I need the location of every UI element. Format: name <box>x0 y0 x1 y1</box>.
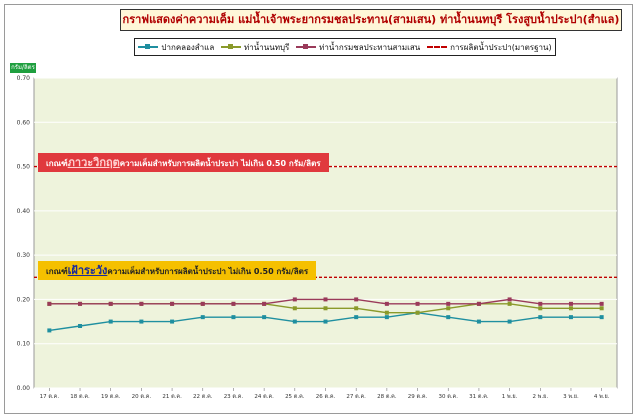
y-tick-label: 0.50 <box>17 164 31 171</box>
warning-banner-text: ความเค็มสำหรับการผลิตน้ำประปา ไม่เกิน 0.… <box>107 267 309 276</box>
data-point <box>262 315 267 320</box>
legend-swatch-samsen <box>296 44 317 49</box>
data-point <box>538 315 543 320</box>
data-point <box>476 301 481 306</box>
data-point <box>507 301 512 306</box>
data-point <box>108 319 113 324</box>
data-point <box>292 306 297 311</box>
x-tick-label: 31 ต.ค. <box>469 394 489 400</box>
data-point <box>262 301 267 306</box>
legend-swatch-samlae <box>138 44 159 49</box>
data-point <box>446 315 451 320</box>
legend-item-standard: การผลิตน้ำประปา(มาตรฐาน) <box>427 41 552 54</box>
data-point <box>323 297 328 302</box>
data-point <box>599 306 604 311</box>
data-point <box>507 319 512 324</box>
chart-title: กราฟแสดงค่าความเค็ม แม่น้ำเจ้าพระยากรมชล… <box>120 9 622 31</box>
data-point <box>292 297 297 302</box>
x-tick-label: 22 ต.ค. <box>193 394 213 400</box>
data-point <box>78 324 83 328</box>
warning-threshold-banner: เกณฑ์เฝ้าระวังความเค็มสำหรับการผลิตน้ำปร… <box>38 261 317 280</box>
legend-swatch-standard <box>427 46 448 48</box>
warning-banner-emphasis: เฝ้าระวัง <box>67 264 108 277</box>
x-tick-label: 28 ต.ค. <box>377 394 397 400</box>
data-point <box>384 310 389 315</box>
data-point <box>354 315 359 320</box>
y-tick-label: 0.60 <box>17 119 31 126</box>
x-tick-label: 18 ต.ค. <box>70 394 90 400</box>
data-point <box>568 306 573 311</box>
critical-banner-prefix: เกณฑ์ <box>46 159 68 168</box>
x-tick-label: 19 ต.ค. <box>101 394 121 400</box>
data-point <box>446 306 451 311</box>
data-point <box>47 328 52 333</box>
chart-legend: ปากคลองสำแล ท่าน้ำนนทบุรี ท่าน้ำกรมชลประ… <box>134 38 556 56</box>
y-tick-label: 0.70 <box>17 75 31 82</box>
legend-item-samsen: ท่าน้ำกรมชลประทานสามเสน <box>296 41 420 54</box>
data-point <box>384 315 389 320</box>
data-point <box>599 301 604 306</box>
data-point <box>568 315 573 320</box>
data-point <box>200 301 205 306</box>
x-tick-label: 17 ต.ค. <box>40 394 60 400</box>
x-tick-label: 4 พ.ย. <box>594 394 610 400</box>
legend-swatch-nonthaburi <box>221 44 242 49</box>
data-point <box>568 301 573 306</box>
x-tick-label: 23 ต.ค. <box>224 394 244 400</box>
data-point <box>354 297 359 302</box>
critical-banner-text: ความเค็มสำหรับการผลิตน้ำประปา ไม่เกิน 0.… <box>119 159 321 168</box>
x-tick-label: 20 ต.ค. <box>132 394 152 400</box>
data-point <box>200 315 205 320</box>
legend-label-nonthaburi: ท่าน้ำนนทบุรี <box>244 42 290 52</box>
x-tick-label: 24 ต.ค. <box>254 394 274 400</box>
y-tick-label: 0.10 <box>17 341 31 348</box>
critical-threshold-banner: เกณฑ์ภาวะวิกฤตความเค็มสำหรับการผลิตน้ำปร… <box>38 153 329 172</box>
data-point <box>415 310 420 315</box>
data-point <box>538 301 543 306</box>
y-tick-label: 0.20 <box>17 296 31 303</box>
data-point <box>292 319 297 324</box>
legend-label-standard: การผลิตน้ำประปา(มาตรฐาน) <box>450 42 552 52</box>
data-point <box>446 301 451 306</box>
x-tick-label: 26 ต.ค. <box>316 394 336 400</box>
data-point <box>139 301 144 306</box>
x-tick-label: 21 ต.ค. <box>162 394 182 400</box>
data-point <box>384 301 389 306</box>
data-point <box>231 315 236 320</box>
data-point <box>415 301 420 306</box>
data-point <box>507 297 512 302</box>
x-tick-label: 30 ต.ค. <box>438 394 458 400</box>
data-point <box>231 301 236 306</box>
x-tick-label: 29 ต.ค. <box>408 394 428 400</box>
data-point <box>323 319 328 324</box>
y-tick-label: 0.00 <box>17 385 31 392</box>
y-tick-label: 0.30 <box>17 252 31 259</box>
data-point <box>354 306 359 311</box>
data-point <box>476 319 481 324</box>
x-tick-label: 3 พ.ย. <box>563 394 579 400</box>
warning-banner-prefix: เกณฑ์ <box>46 267 68 276</box>
data-point <box>139 319 144 324</box>
legend-label-samlae: ปากคลองสำแล <box>161 42 215 52</box>
critical-banner-emphasis: ภาวะวิกฤต <box>67 156 120 169</box>
data-point <box>538 306 543 311</box>
legend-item-samlae: ปากคลองสำแล <box>138 41 214 54</box>
x-tick-label: 1 พ.ย. <box>502 394 518 400</box>
data-point <box>170 319 175 324</box>
x-tick-label: 27 ต.ค. <box>346 394 366 400</box>
data-point <box>599 315 604 320</box>
data-point <box>78 301 83 306</box>
y-unit-label: กรัม/ลิตร <box>10 63 36 73</box>
data-point <box>170 301 175 306</box>
legend-item-nonthaburi: ท่าน้ำนนทบุรี <box>221 41 289 54</box>
data-point <box>108 301 113 306</box>
plot-background <box>33 77 618 389</box>
data-point <box>47 301 52 306</box>
data-point <box>323 306 328 311</box>
x-tick-label: 2 พ.ย. <box>532 394 548 400</box>
legend-label-samsen: ท่าน้ำกรมชลประทานสามเสน <box>319 42 421 52</box>
x-tick-label: 25 ต.ค. <box>285 394 305 400</box>
y-tick-label: 0.40 <box>17 208 31 215</box>
